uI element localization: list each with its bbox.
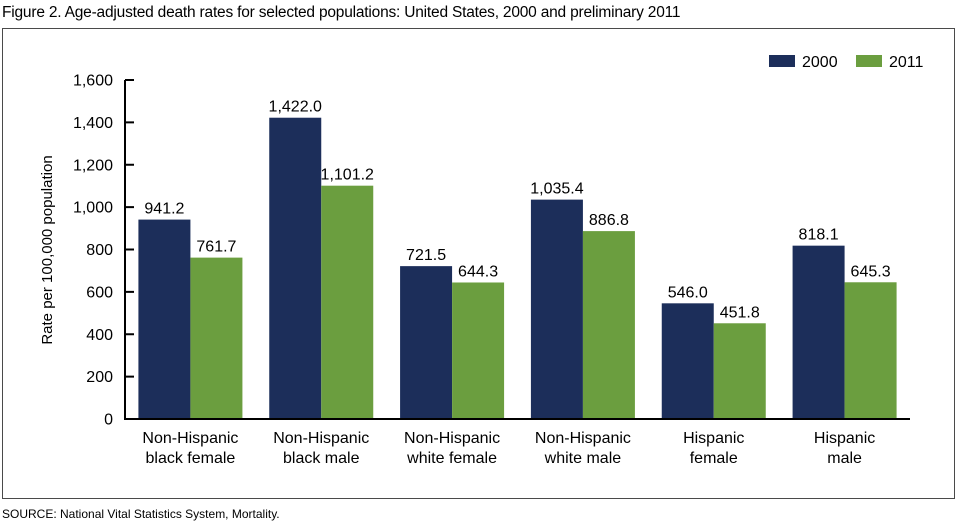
data-label: 1,422.0 <box>269 99 322 116</box>
bar-2000 <box>530 199 583 419</box>
y-tick-label: 1,600 <box>73 73 113 90</box>
chart-frame <box>2 28 955 499</box>
bar-2011 <box>844 282 897 419</box>
data-label: 818.1 <box>799 227 839 244</box>
bar-group: 546.0 451.8 <box>661 284 766 419</box>
bar-group: 1,422.0 1,101.2 <box>269 99 374 420</box>
legend: 2000 2011 <box>769 54 924 71</box>
y-tick-label: 1,000 <box>73 200 113 217</box>
x-tick-label: Non-Hispanic <box>142 430 238 447</box>
bar-2011 <box>452 282 505 419</box>
x-tick-label: Non-Hispanic <box>404 430 500 447</box>
bar-2000 <box>400 266 453 419</box>
y-axis: 0 200 400 600 800 1,000 1,200 1,400 1,600 <box>73 73 134 429</box>
legend-label: 2000 <box>802 54 838 71</box>
x-tick-label: white female <box>406 450 497 467</box>
y-axis-label: Rate per 100,000 population <box>39 155 56 344</box>
x-tick-label: male <box>827 450 862 467</box>
x-axis: Non-Hispanic black female Non-Hispanic blac… <box>124 418 910 467</box>
bar-2000 <box>661 303 714 419</box>
data-label: 941.2 <box>144 201 184 218</box>
bar-2011 <box>190 257 243 419</box>
x-tick-label: Hispanic <box>814 430 875 447</box>
y-tick-label: 0 <box>104 412 113 429</box>
figure-title: Figure 2. Age-adjusted death rates for s… <box>2 4 681 21</box>
legend-label: 2011 <box>889 54 924 71</box>
legend-swatch-2000 <box>769 55 795 67</box>
x-tick-label: Non-Hispanic <box>535 430 631 447</box>
y-tick-label: 200 <box>86 369 113 386</box>
data-label: 721.5 <box>406 247 446 264</box>
x-tick-label: Hispanic <box>683 430 744 447</box>
x-tick-label: black male <box>283 450 360 467</box>
bar-2000 <box>138 219 191 419</box>
legend-item-2000: 2000 <box>769 54 838 71</box>
bar-2000 <box>792 245 845 419</box>
y-tick-label: 400 <box>86 327 113 344</box>
bar-2011 <box>321 185 374 419</box>
data-label: 451.8 <box>720 304 760 321</box>
source-note: SOURCE: National Vital Statistics System… <box>2 507 280 521</box>
bar-2011 <box>582 231 635 419</box>
bar-group: 1,035.4 886.8 <box>530 181 635 419</box>
bar-2011 <box>713 323 766 419</box>
x-tick-label: black female <box>146 450 236 467</box>
x-tick-label: white male <box>544 450 622 467</box>
y-tick-label: 600 <box>86 284 113 301</box>
data-label: 886.8 <box>589 212 629 229</box>
data-label: 1,035.4 <box>530 181 583 198</box>
data-label: 546.0 <box>668 284 708 301</box>
legend-swatch-2011 <box>856 55 882 67</box>
bar-group: 818.1 645.3 <box>792 227 897 419</box>
data-label: 645.3 <box>851 263 891 280</box>
data-label: 1,101.2 <box>321 167 374 184</box>
data-label: 761.7 <box>196 239 236 256</box>
y-tick-label: 800 <box>86 242 113 259</box>
x-tick-label: Non-Hispanic <box>273 430 369 447</box>
bar-2000 <box>269 117 322 420</box>
legend-item-2011: 2011 <box>856 54 924 71</box>
bar-group: 941.2 761.7 <box>138 201 243 419</box>
x-tick-label: female <box>690 450 738 467</box>
y-tick-label: 1,400 <box>73 115 113 132</box>
data-label: 644.3 <box>458 263 498 280</box>
bars: 941.2 761.7 1,422.0 1,101.2 721.5 644.3 1,035.… <box>138 99 897 420</box>
bar-group: 721.5 644.3 <box>400 247 505 419</box>
y-tick-label: 1,200 <box>73 157 113 174</box>
